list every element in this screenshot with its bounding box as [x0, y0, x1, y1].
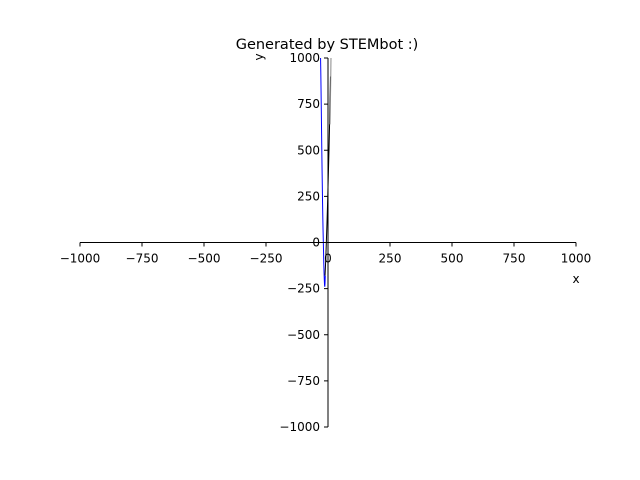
- x-tick-label: 750: [503, 252, 526, 266]
- y-tick-label: 1000: [289, 51, 320, 65]
- y-tick-label: −250: [287, 282, 320, 296]
- series-line-0: [320, 57, 326, 287]
- x-tick-label: 1000: [561, 252, 592, 266]
- y-tick-label: 750: [297, 97, 320, 111]
- y-tick-label: −500: [287, 328, 320, 342]
- x-tick-label: 250: [379, 252, 402, 266]
- x-ticks: −1000 −750 −500 −250 0 250 500 750 1000: [60, 242, 592, 266]
- plot-area: −1000 −750 −500 −250 0 250 500 750 1000 −1000 −75…: [60, 51, 592, 434]
- y-tick-label: −750: [287, 374, 320, 388]
- chart-title: Generated by STEMbot :): [236, 37, 419, 53]
- y-axis-label: y: [252, 53, 266, 60]
- y-tick-label: 250: [297, 189, 320, 203]
- y-tick-label: 500: [297, 143, 320, 157]
- x-tick-label: 500: [441, 252, 464, 266]
- y-tick-label: −1000: [279, 420, 320, 434]
- series-line-2: [329, 57, 332, 125]
- y-ticks: −1000 −750 −500 −250 0 250 500 750 1000: [279, 51, 328, 434]
- x-axis-label: x: [572, 272, 579, 286]
- x-tick-label: −500: [188, 252, 221, 266]
- x-tick-label: 0: [324, 252, 332, 266]
- x-tick-label: −1000: [60, 252, 101, 266]
- x-tick-label: −750: [126, 252, 159, 266]
- x-tick-label: −250: [250, 252, 283, 266]
- y-tick-label: 0: [312, 236, 320, 250]
